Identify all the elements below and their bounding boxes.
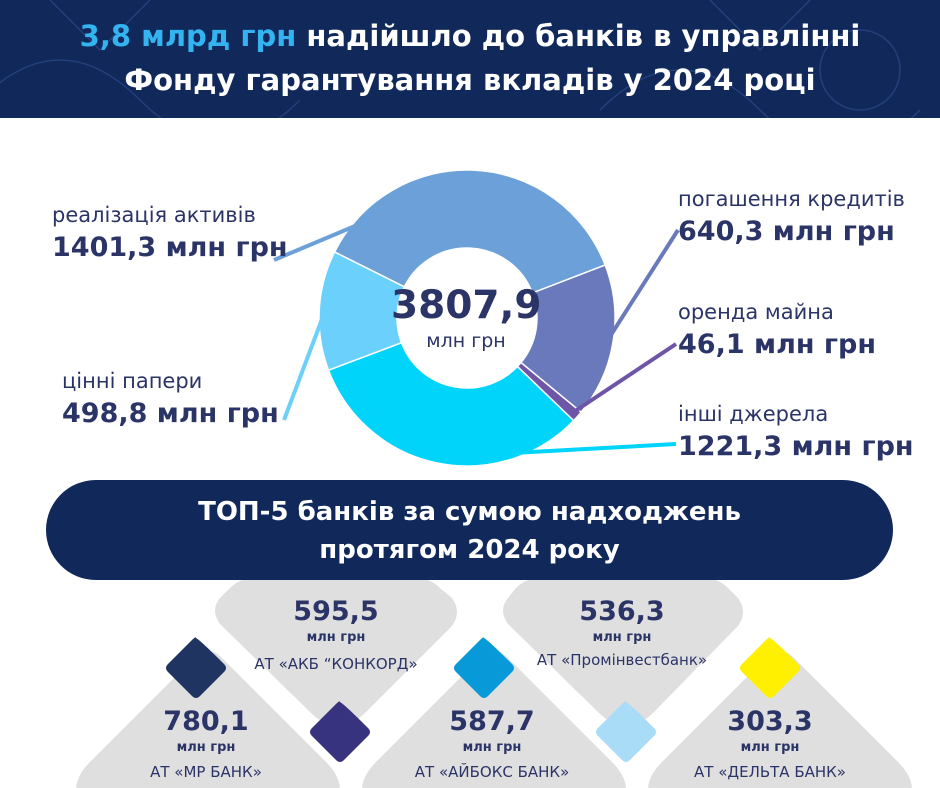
title-rest: надійшло до банків в управлінні (296, 19, 861, 53)
bank-name-prominvest: АТ «Промінвестбанк» (536, 651, 708, 669)
header-pattern (0, 0, 921, 118)
bank-marker-prominvest (454, 637, 514, 698)
bank-card-bg-mr (76, 651, 340, 788)
label-asset-sales: реалізація активів 1401,3 млн грн (52, 200, 288, 266)
bank-name-mr: АТ «МР БАНК» (150, 763, 262, 781)
page-title: 3,8 млрд грн надійшло до банків в управл… (0, 14, 940, 102)
label-other-sources-name: інші джерела (678, 402, 829, 426)
label-securities-name: цінні папери (62, 369, 203, 393)
leader-line-securities (282, 310, 328, 421)
bank-unit-konkord: млн грн (306, 630, 366, 645)
leader-line-other-sources (438, 442, 677, 460)
label-securities-value: 498,8 млн грн (62, 398, 279, 429)
label-other-sources-value: 1221,3 млн грн (678, 431, 914, 462)
bank-unit-prominvest: млн грн (592, 630, 652, 645)
title-highlight: 3,8 млрд грн (79, 19, 297, 53)
bank-value-prominvest: 536,3 (579, 596, 665, 627)
donut-slice-other-sources (327, 341, 575, 467)
leader-line-loan-repayment (605, 228, 680, 342)
bank-marker-iboks (596, 701, 656, 762)
bank-name-delta: АТ «ДЕЛЬТА БАНК» (694, 763, 846, 781)
donut-chart (273, 169, 680, 467)
bank-marker-delta (740, 637, 800, 698)
bank-unit-delta: млн грн (740, 740, 800, 755)
bank-value-delta: 303,3 (727, 706, 813, 737)
bank-unit-iboks: млн грн (462, 740, 522, 755)
bank-card-bg-iboks (362, 651, 626, 788)
leader-line-property-rent (571, 342, 678, 415)
donut-slice-asset-sales (333, 169, 607, 294)
label-securities: цінні папери 498,8 млн грн (62, 366, 279, 432)
label-asset-sales-name: реалізація активів (52, 203, 256, 227)
bank-name-konkord: АТ «АКБ “КОНКОРД» (254, 655, 418, 673)
leader-line-asset-sales (273, 174, 475, 262)
bank-marker-mr (310, 701, 370, 762)
label-asset-sales-value: 1401,3 млн грн (52, 232, 288, 263)
label-loan-repayment-name: погашення кредитів (678, 187, 905, 211)
top5-banner-line1: ТОП-5 банків за сумою надходжень (198, 497, 741, 527)
bank-card-bg-delta (648, 651, 912, 788)
bank-value-iboks: 587,7 (449, 706, 535, 737)
top5-banner-line2: протягом 2024 року (319, 535, 620, 565)
label-other-sources: інші джерела 1221,3 млн грн (678, 399, 914, 465)
top5-banner: ТОП-5 банків за сумою надходжень протяго… (46, 480, 893, 580)
bank-name-iboks: АТ «АЙБОКС БАНК» (414, 763, 570, 781)
header: 3,8 млрд грн надійшло до банків в управл… (0, 0, 940, 118)
donut-slice-loan-repayment (519, 263, 616, 414)
bank-value-konkord: 595,5 (293, 596, 379, 627)
label-property-rent-name: оренда майна (678, 300, 834, 324)
donut-center-unit: млн грн (426, 330, 506, 352)
bank-unit-mr: млн грн (176, 740, 236, 755)
label-loan-repayment-value: 640,3 млн грн (678, 216, 895, 247)
label-property-rent: оренда майна 46,1 млн грн (678, 297, 876, 363)
label-loan-repayment: погашення кредитів 640,3 млн грн (678, 184, 905, 250)
bank-marker-konkord (166, 637, 226, 698)
donut-center-total: 3807,9 (391, 283, 542, 328)
label-property-rent-value: 46,1 млн грн (678, 329, 877, 360)
title-line2: Фонду гарантування вкладів у 2024 році (124, 63, 816, 97)
bank-value-mr: 780,1 (163, 706, 249, 737)
bank-card-bg-prominvest (503, 578, 743, 726)
bank-card-bg-konkord (215, 578, 457, 726)
